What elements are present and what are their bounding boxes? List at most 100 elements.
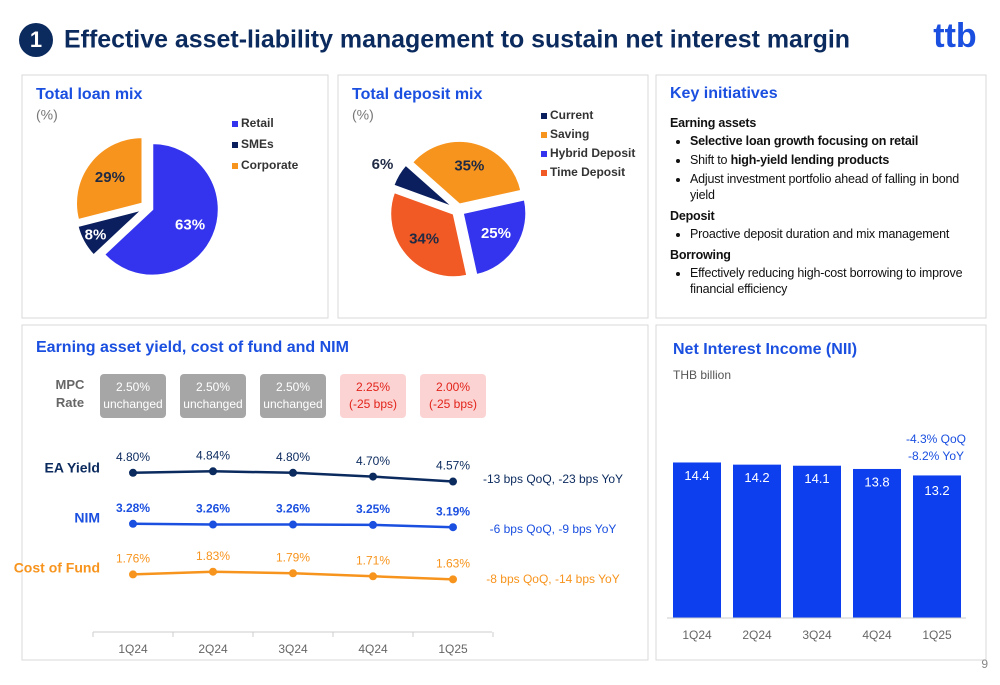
mpc-change: unchanged	[183, 397, 242, 411]
mpc-change: (-25 bps)	[429, 397, 477, 411]
mpc-change: unchanged	[103, 397, 162, 411]
mpc-rate: 2.50%	[196, 380, 230, 394]
annotation: -4.3% QoQ	[906, 432, 966, 446]
series-annotation: -8 bps QoQ, -14 bps YoY	[486, 572, 619, 586]
bar	[793, 465, 841, 618]
panel	[655, 74, 987, 319]
data-label: 14.4	[684, 468, 709, 483]
data-label: 1.83%	[196, 549, 230, 563]
data-label: 14.2	[744, 470, 769, 485]
logo: ttb	[933, 17, 976, 55]
data-label: 1.76%	[116, 552, 150, 566]
mpc-rate: 2.25%	[356, 380, 390, 394]
panel	[655, 324, 987, 661]
data-label: 34%	[409, 231, 439, 248]
data-label: 13.2	[924, 483, 949, 498]
bullet-text: Selective loan growth focusing on retail	[690, 134, 919, 148]
legend-label: Time Deposit	[550, 165, 625, 179]
mpc-rate: 2.50%	[116, 380, 150, 394]
data-label: 4.57%	[436, 459, 470, 473]
section-number: 1	[30, 27, 42, 52]
bullet-text: Effectively reducing high-cost borrowing…	[690, 266, 966, 296]
point	[129, 519, 137, 528]
chart-title: Net Interest Income (NII)	[673, 341, 857, 358]
bullet: Effectively reducing high-cost borrowing…	[690, 265, 975, 297]
series-name: Cost of Fund	[14, 560, 100, 576]
key-initiatives: Earning assets Selective loan growth focu…	[670, 110, 975, 300]
x-tick-label: 2Q24	[742, 628, 772, 642]
chart-subtitle: (%)	[36, 107, 58, 123]
x-tick-label: 1Q24	[682, 628, 712, 642]
bullet-list: Effectively reducing high-cost borrowing…	[670, 265, 975, 297]
pie-slice	[411, 140, 522, 206]
data-label: 8%	[85, 226, 107, 243]
chart-title: Earning asset yield, cost of fund and NI…	[36, 339, 349, 356]
point	[209, 567, 217, 576]
pie-slice	[75, 136, 144, 221]
panel	[21, 74, 329, 319]
panel	[337, 74, 649, 319]
data-label: 63%	[175, 217, 205, 234]
data-label: 1.79%	[276, 550, 310, 564]
data-label: 3.25%	[356, 502, 390, 516]
point	[289, 468, 297, 477]
legend-label: SMEs	[241, 137, 274, 151]
bullet-text: Adjust investment portfolio ahead of fal…	[690, 172, 963, 202]
point	[129, 570, 137, 579]
legend-label: Current	[550, 108, 593, 122]
legend-swatch	[232, 163, 238, 169]
mpc-box	[340, 374, 406, 418]
bullet-text: high-yield lending products	[730, 153, 890, 167]
bullet: Shift to high-yield lending products	[690, 152, 975, 168]
point	[449, 575, 457, 584]
panel	[21, 324, 649, 661]
legend-label: Hybrid Deposit	[550, 146, 635, 160]
legend-swatch	[232, 142, 238, 148]
data-label: 4.80%	[276, 450, 310, 464]
point	[449, 477, 457, 486]
point	[209, 520, 217, 529]
bar	[913, 475, 961, 618]
x-tick-label: 1Q25	[922, 628, 952, 642]
data-label: 3.26%	[196, 502, 230, 516]
point	[289, 520, 297, 529]
bar	[733, 464, 781, 618]
legend-swatch	[541, 151, 547, 157]
x-tick-label: 3Q24	[802, 628, 832, 642]
x-tick-label: 2Q24	[198, 642, 228, 656]
chart-subtitle: (%)	[352, 107, 374, 123]
data-label: 6%	[372, 156, 394, 173]
bar	[673, 462, 721, 618]
data-label: 35%	[454, 157, 484, 174]
bullet-list: Selective loan growth focusing on retail…	[670, 133, 975, 203]
mpc-box	[180, 374, 246, 418]
point	[129, 468, 137, 477]
data-label: 4.70%	[356, 454, 390, 468]
mpc-box	[260, 374, 326, 418]
point	[369, 572, 377, 581]
section-heading: Deposit	[670, 209, 715, 223]
data-label: 3.26%	[276, 502, 310, 516]
bar	[853, 468, 901, 618]
page-number: 9	[981, 657, 988, 671]
mpc-label: MPC Rate	[56, 377, 86, 410]
legend-swatch	[541, 113, 547, 119]
pie-slice	[462, 198, 527, 276]
legend-swatch	[232, 121, 238, 127]
series-name: NIM	[74, 510, 100, 526]
section-badge	[19, 23, 53, 57]
bullet-text: Shift to	[690, 153, 731, 167]
legend-swatch	[541, 170, 547, 176]
data-label: 14.1	[804, 471, 829, 486]
point	[369, 472, 377, 481]
x-tick-label: 4Q24	[862, 628, 892, 642]
mpc-change: (-25 bps)	[349, 397, 397, 411]
legend-label: Saving	[550, 127, 589, 141]
point	[209, 467, 217, 476]
x-tick-label: 1Q25	[438, 642, 468, 656]
data-label: 1.63%	[436, 557, 470, 571]
data-label: 1.71%	[356, 553, 390, 567]
series-annotation: -6 bps QoQ, -9 bps YoY	[490, 522, 617, 536]
x-tick-label: 4Q24	[358, 642, 388, 656]
